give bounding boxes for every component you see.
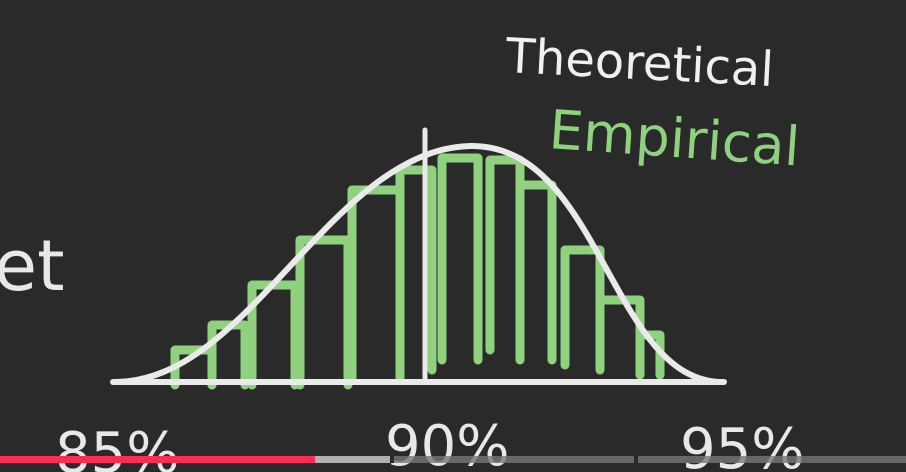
- progress-buffered: [315, 456, 390, 463]
- text-fragment: et: [0, 225, 65, 307]
- bar: [437, 153, 483, 365]
- chapter-gap: [390, 456, 394, 463]
- axis-label: 85%: [55, 421, 179, 472]
- progress-track: [0, 456, 906, 463]
- axis-label: 95%: [680, 417, 804, 472]
- axis-label: 90%: [385, 414, 509, 472]
- progress-bar[interactable]: [0, 456, 906, 463]
- bar: [515, 180, 557, 365]
- progress-played: [0, 456, 315, 463]
- bar: [395, 165, 437, 375]
- chapter-gap: [634, 456, 638, 463]
- theoretical-curve: [112, 142, 723, 385]
- empirical-bars: [170, 153, 665, 390]
